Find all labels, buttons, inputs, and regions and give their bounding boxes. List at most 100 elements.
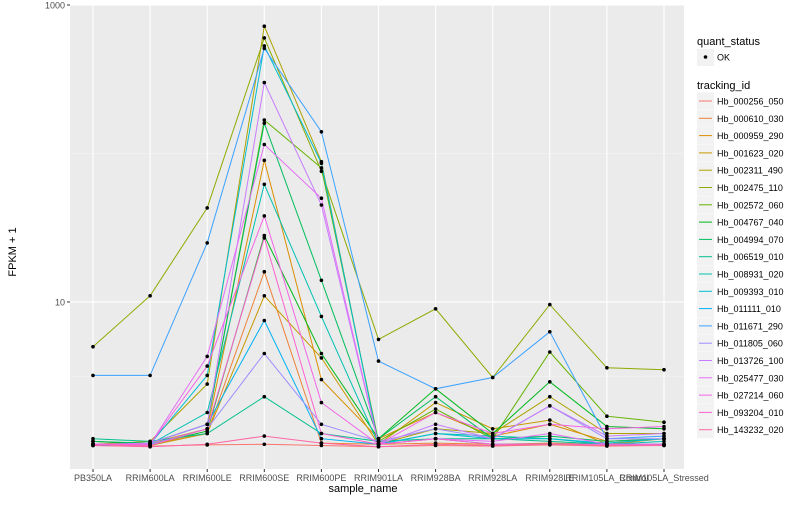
legend-series-label: Hb_025477_030 bbox=[717, 373, 784, 383]
data-point bbox=[262, 294, 267, 298]
data-point bbox=[319, 196, 324, 200]
data-point bbox=[262, 24, 267, 29]
data-point bbox=[548, 380, 552, 384]
data-point bbox=[548, 439, 552, 444]
data-point bbox=[205, 422, 209, 427]
data-point bbox=[376, 436, 381, 441]
legend-series-label: Hb_027214_060 bbox=[717, 391, 784, 401]
data-point bbox=[262, 36, 267, 40]
data-point bbox=[548, 442, 552, 447]
data-point bbox=[490, 434, 495, 438]
legend-series-label: Hb_011111_010 bbox=[717, 304, 781, 314]
data-point bbox=[148, 444, 152, 449]
x-tick-label: RRIM901LA bbox=[354, 473, 403, 483]
legend-series-label: Hb_004767_040 bbox=[717, 218, 784, 228]
data-point bbox=[662, 420, 666, 425]
data-point bbox=[662, 434, 666, 438]
data-point bbox=[262, 80, 267, 85]
data-point bbox=[433, 431, 438, 436]
data-point bbox=[548, 330, 552, 334]
data-point bbox=[433, 422, 438, 427]
data-point bbox=[205, 354, 209, 359]
x-axis-title: sample_name bbox=[328, 483, 397, 495]
data-point bbox=[319, 436, 324, 441]
data-point bbox=[376, 359, 381, 363]
data-point bbox=[548, 422, 552, 427]
data-point bbox=[433, 400, 438, 405]
data-point bbox=[262, 351, 267, 356]
data-point bbox=[148, 373, 152, 378]
y-axis-title: FPKM + 1 bbox=[7, 227, 19, 276]
data-point bbox=[376, 439, 381, 444]
data-point bbox=[662, 443, 666, 448]
data-point bbox=[490, 431, 495, 436]
data-point bbox=[262, 236, 267, 240]
data-point bbox=[605, 436, 609, 441]
legend-series-label: Hb_002572_060 bbox=[717, 200, 784, 210]
data-point bbox=[262, 46, 267, 51]
data-point bbox=[205, 373, 209, 378]
data-point bbox=[262, 434, 267, 438]
data-point bbox=[605, 434, 609, 438]
data-point bbox=[433, 410, 438, 415]
data-point bbox=[205, 364, 209, 368]
legend-title-tracking-id: tracking_id bbox=[697, 80, 750, 92]
x-tick-label: RRIM928BA bbox=[411, 473, 461, 483]
legend-series-label: Hb_143232_020 bbox=[717, 425, 784, 435]
data-points bbox=[91, 24, 666, 449]
data-point bbox=[205, 431, 209, 436]
legend-series-label: Hb_011671_290 bbox=[717, 321, 783, 331]
data-point bbox=[490, 436, 495, 441]
data-point bbox=[262, 182, 267, 187]
data-point bbox=[262, 318, 267, 323]
y-tick-label: 1000 bbox=[45, 1, 65, 11]
data-point bbox=[433, 442, 438, 447]
data-point bbox=[433, 394, 438, 399]
legend-series-label: Hb_001623_020 bbox=[717, 148, 784, 158]
data-point bbox=[433, 427, 438, 431]
legend-series-label: Hb_008931_020 bbox=[717, 270, 784, 280]
data-point bbox=[205, 382, 209, 386]
data-point bbox=[548, 350, 552, 354]
data-point bbox=[262, 269, 267, 274]
data-point bbox=[662, 436, 666, 441]
data-point bbox=[91, 439, 95, 444]
x-tick-label: RRIM600PE bbox=[296, 473, 346, 483]
data-point bbox=[91, 436, 95, 441]
data-point bbox=[490, 439, 495, 444]
legend-series-label: Hb_093204_010 bbox=[717, 408, 784, 418]
x-tick-label: RRIM600SE bbox=[239, 473, 289, 483]
x-tick-label: PB350LA bbox=[74, 473, 112, 483]
data-point bbox=[262, 394, 267, 399]
data-point bbox=[319, 400, 324, 405]
data-point bbox=[433, 407, 438, 411]
data-point bbox=[262, 214, 267, 218]
data-point bbox=[319, 422, 324, 427]
data-point bbox=[376, 337, 381, 342]
data-point bbox=[319, 351, 324, 356]
x-tick-label: RRIM105LA_Control bbox=[565, 473, 648, 483]
data-point bbox=[490, 427, 495, 431]
data-point bbox=[319, 377, 324, 382]
x-tick-label: RRIM600LE bbox=[183, 473, 232, 483]
x-tick-label: RRIM600LA bbox=[126, 473, 175, 483]
data-point bbox=[319, 169, 324, 173]
data-point bbox=[376, 444, 381, 449]
legend-series-label: Hb_000959_290 bbox=[717, 131, 784, 141]
data-point bbox=[262, 118, 267, 122]
data-point bbox=[548, 434, 552, 438]
data-point bbox=[548, 394, 552, 399]
data-point bbox=[605, 427, 609, 431]
data-point bbox=[205, 410, 209, 415]
data-point bbox=[433, 387, 438, 391]
legend-series-label: Hb_002475_110 bbox=[717, 183, 783, 193]
data-point bbox=[262, 142, 267, 147]
data-point bbox=[148, 294, 152, 298]
legend-series-label: Hb_009393_010 bbox=[717, 287, 784, 297]
legend-series-label: Hb_004994_070 bbox=[717, 235, 784, 245]
data-point bbox=[548, 302, 552, 307]
legend-series-label: Hb_013726_100 bbox=[717, 356, 784, 366]
data-point bbox=[548, 418, 552, 422]
data-point bbox=[262, 158, 267, 163]
